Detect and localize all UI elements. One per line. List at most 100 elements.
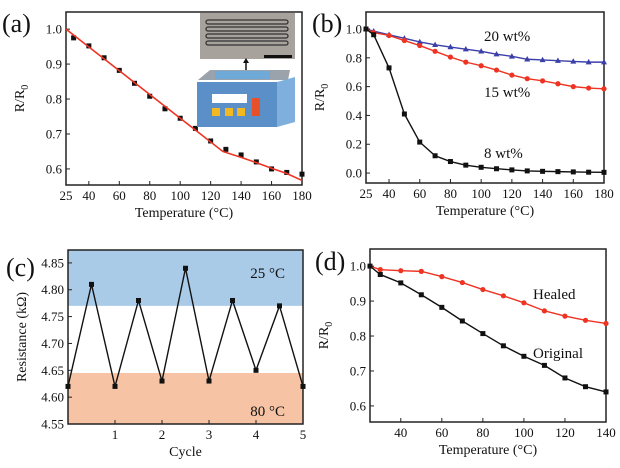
heater-body	[197, 82, 277, 127]
data-point	[300, 383, 306, 389]
data-point	[147, 93, 153, 99]
x-tick-label: 160	[262, 188, 282, 203]
heater-indicator	[252, 98, 260, 116]
chart-panel-c: 25 °C 80 °C 1 2 3 4 5 4.55 4.60 4.65 4.70 4.75 4.80 4…	[6, 249, 306, 460]
x-tick-label: 140	[533, 186, 553, 201]
data-point	[377, 272, 383, 278]
y-axis-label: Resistance (kΩ)	[15, 292, 30, 382]
panel-label: (d)	[315, 247, 345, 276]
data-point	[459, 279, 465, 286]
y-axis-label: R/R0	[13, 85, 31, 113]
data-point	[509, 72, 515, 78]
data-point	[377, 267, 383, 273]
data-point	[159, 378, 165, 384]
y-tick-label: 0.8	[46, 92, 62, 107]
data-point	[478, 63, 484, 69]
serpentine-trace	[205, 26, 289, 32]
data-point	[447, 43, 454, 50]
data-point	[603, 320, 609, 327]
data-point	[554, 57, 561, 63]
y-tick-label: 0.4	[346, 108, 363, 123]
series-line	[65, 28, 303, 182]
data-point	[478, 48, 485, 54]
x-tick-label: 80	[444, 186, 457, 201]
heater-display	[212, 94, 247, 103]
y-tick-label: 0.9	[350, 294, 366, 309]
x-axis-label: Temperature (°C)	[439, 443, 538, 458]
data-point	[230, 297, 235, 303]
x-tick-label: 160	[564, 186, 584, 201]
x-tick-label: 100	[170, 188, 190, 203]
data-point	[582, 384, 588, 390]
data-point	[284, 169, 290, 175]
series-label: Original	[533, 346, 583, 362]
data-point	[500, 293, 506, 299]
data-point	[432, 153, 438, 159]
data-point	[463, 162, 469, 168]
data-point	[89, 281, 94, 287]
data-point	[386, 65, 392, 71]
y-tick-label: 1.0	[350, 259, 366, 274]
sample-film	[215, 71, 270, 79]
data-point	[71, 35, 77, 41]
data-point	[586, 85, 592, 91]
y-axis-label-subscript: 0	[324, 322, 335, 327]
data-point	[570, 84, 576, 90]
x-tick-label: 120	[502, 186, 522, 201]
y-tick-label: 4.60	[41, 390, 64, 405]
plot-frame	[65, 11, 303, 186]
x-tick-label: 120	[201, 188, 221, 203]
serpentine-trace	[205, 33, 289, 39]
y-tick-label: 1.0	[46, 22, 62, 37]
data-point	[601, 58, 607, 65]
data-point	[539, 56, 546, 63]
data-point	[162, 106, 168, 112]
temperature-band	[68, 372, 303, 424]
x-tick-label: 25	[60, 188, 73, 203]
panel-label: (b)	[312, 9, 342, 38]
data-point	[401, 37, 407, 44]
data-point	[223, 146, 229, 152]
heater-side	[277, 77, 295, 127]
y-axis-label-subscript: 0	[20, 85, 31, 90]
data-point	[439, 274, 445, 280]
y-tick-label: 4.85	[41, 255, 64, 270]
data-point	[367, 263, 373, 269]
data-point	[253, 367, 259, 373]
data-point	[562, 313, 568, 319]
data-point	[101, 55, 107, 61]
data-point	[459, 318, 465, 324]
x-tick-label: 60	[435, 425, 448, 440]
plot-frame	[365, 11, 605, 184]
y-tick-label: 0.8	[346, 50, 362, 65]
data-point	[398, 280, 404, 286]
y-tick-label: 4.70	[41, 336, 64, 351]
data-point	[524, 56, 531, 62]
data-point	[238, 152, 244, 158]
y-tick-label: 0.8	[350, 329, 366, 344]
plot-frame	[369, 248, 607, 423]
data-point	[570, 58, 577, 64]
data-point	[463, 59, 469, 65]
x-tick-label: 140	[596, 425, 616, 440]
data-point	[524, 168, 530, 174]
band-label: 25 °C	[250, 266, 285, 282]
data-point	[432, 48, 438, 54]
x-tick-label: 60	[113, 188, 126, 203]
y-tick-label: 0.2	[346, 137, 362, 152]
data-point	[603, 389, 609, 395]
data-point	[570, 169, 576, 175]
y-tick-label: 0.6	[346, 79, 363, 94]
y-tick-label: 4.65	[41, 363, 64, 378]
y-tick-label: 0.6	[46, 161, 63, 176]
series-line	[369, 265, 607, 393]
data-point	[586, 169, 592, 175]
data-point	[585, 58, 592, 65]
x-tick-label: 25	[360, 186, 373, 201]
data-point	[417, 139, 423, 145]
x-tick-label: 140	[231, 188, 251, 203]
x-axis-label: Temperature (°C)	[436, 204, 535, 219]
data-point	[363, 26, 369, 32]
y-tick-label: 4.55	[41, 417, 64, 432]
